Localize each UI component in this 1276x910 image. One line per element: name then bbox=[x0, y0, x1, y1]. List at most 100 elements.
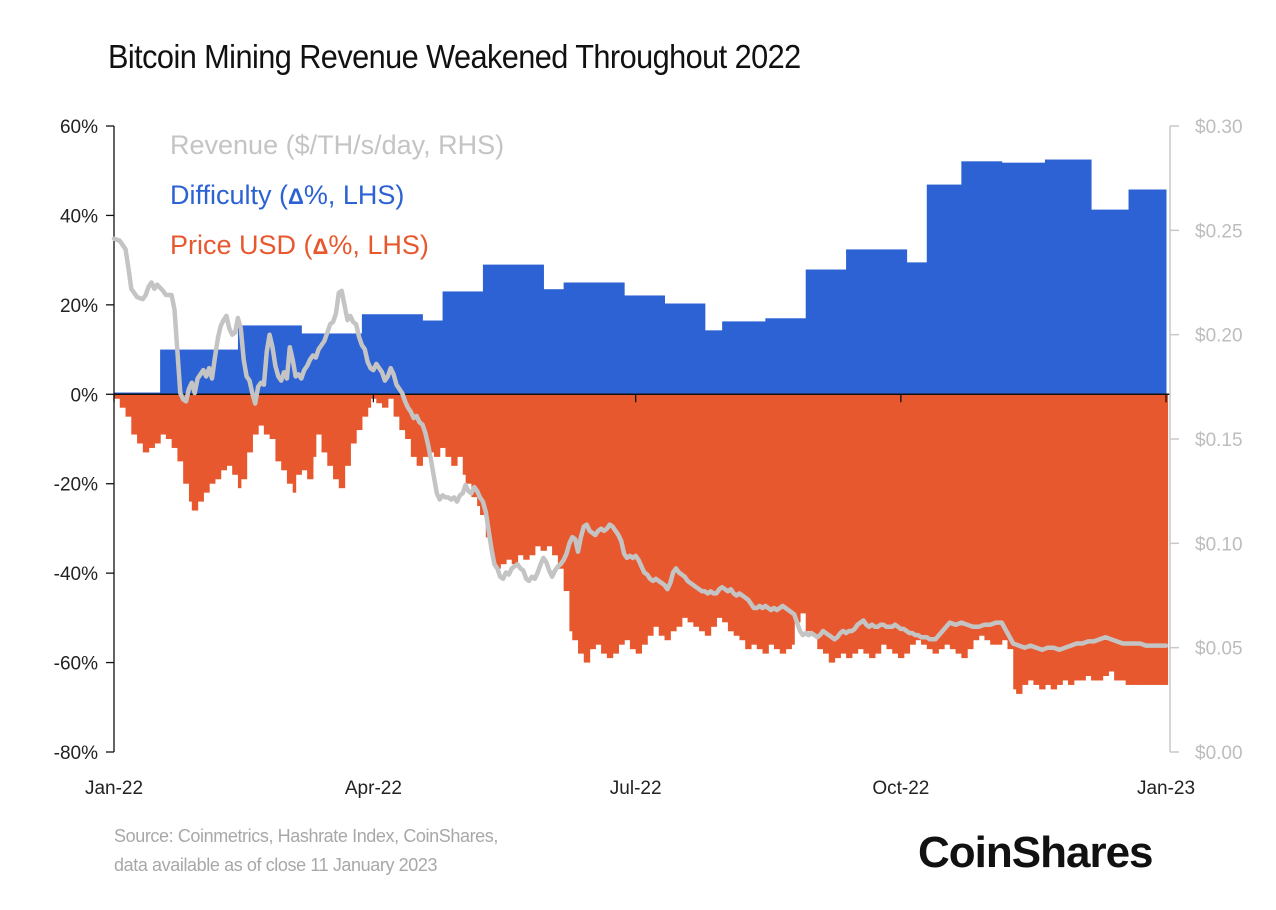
price-bar bbox=[572, 394, 579, 641]
price-bar bbox=[915, 394, 922, 641]
difficulty-bar bbox=[961, 161, 1003, 395]
price-bar bbox=[281, 394, 288, 471]
price-bar bbox=[618, 394, 625, 645]
price-bar bbox=[517, 394, 524, 556]
price-bar bbox=[693, 394, 700, 627]
price-bar bbox=[967, 394, 974, 650]
price-bar bbox=[756, 394, 764, 650]
left-axis-tick-label: 60% bbox=[60, 117, 98, 138]
axes: 60% 40% 20% 0% -20% -40% -60% -80% Jan-22 Apr-22 J… bbox=[54, 117, 1243, 799]
price-bar bbox=[750, 394, 758, 645]
price-bar bbox=[214, 394, 222, 480]
price-bar bbox=[733, 394, 741, 636]
price-bar bbox=[595, 394, 602, 645]
price-bar bbox=[382, 394, 389, 408]
price-bar bbox=[315, 394, 323, 435]
legend-label: Difficulty ( bbox=[170, 180, 288, 210]
price-bar bbox=[1142, 394, 1150, 685]
price-bar bbox=[569, 394, 573, 632]
price-bar bbox=[465, 394, 472, 484]
price-bar bbox=[263, 394, 271, 435]
price-bar bbox=[1001, 394, 1009, 641]
price-bar bbox=[972, 394, 980, 641]
price-bar bbox=[240, 394, 248, 480]
price-bar bbox=[226, 394, 233, 466]
price-bar bbox=[785, 394, 792, 650]
legend-label: Revenue ($/TH/s/day, RHS) bbox=[170, 130, 504, 160]
price-bar bbox=[823, 394, 830, 654]
price-bar bbox=[710, 394, 717, 627]
price-bar bbox=[791, 394, 795, 645]
price-bar bbox=[183, 394, 190, 484]
price-series bbox=[114, 394, 1169, 694]
price-bar bbox=[451, 394, 458, 466]
price-bar bbox=[629, 394, 637, 650]
price-bar bbox=[410, 394, 418, 457]
price-bar bbox=[984, 394, 991, 641]
price-bar bbox=[350, 394, 357, 444]
price-bar bbox=[811, 394, 818, 636]
price-bar bbox=[405, 394, 412, 439]
difficulty-bar bbox=[1128, 189, 1167, 395]
price-bar bbox=[932, 394, 939, 654]
price-bar bbox=[1027, 394, 1035, 681]
price-bar bbox=[1137, 394, 1144, 685]
price-bar bbox=[177, 394, 184, 462]
difficulty-bar bbox=[704, 330, 723, 395]
legend-label: Price USD ( bbox=[170, 230, 313, 260]
price-bar bbox=[995, 394, 1003, 645]
price-bar bbox=[471, 394, 478, 498]
price-bar bbox=[491, 394, 496, 556]
price-bar bbox=[892, 394, 899, 654]
price-bar bbox=[897, 394, 905, 659]
left-axis-tick-label: 40% bbox=[60, 206, 98, 227]
price-bar bbox=[874, 394, 882, 654]
price-bar bbox=[909, 394, 916, 645]
difficulty-bar bbox=[482, 264, 544, 395]
left-axis-tick-label: 0% bbox=[71, 385, 99, 406]
price-bar bbox=[557, 394, 565, 569]
difficulty-bar bbox=[722, 321, 766, 395]
difficulty-bar bbox=[765, 318, 807, 395]
price-bar bbox=[1166, 394, 1169, 685]
difficulty-bar bbox=[301, 333, 363, 395]
legend-entry: Revenue ($/TH/s/day, RHS) bbox=[170, 130, 504, 160]
difficulty-bar bbox=[664, 303, 706, 395]
price-bar bbox=[1160, 394, 1167, 685]
price-bar bbox=[344, 394, 351, 466]
x-axis-tick-label: Jan-23 bbox=[1137, 778, 1195, 799]
source-note: Source: Coinmetrics, Hashrate Index, Coi… bbox=[114, 822, 498, 880]
difficulty-bar bbox=[624, 295, 665, 395]
price-bar bbox=[869, 394, 876, 659]
price-bar bbox=[154, 394, 161, 444]
price-bar bbox=[612, 394, 619, 654]
price-bar bbox=[131, 394, 138, 435]
price-bar bbox=[338, 394, 346, 489]
difficulty-bar bbox=[442, 291, 484, 395]
price-bar bbox=[799, 394, 807, 614]
difficulty-bar bbox=[543, 289, 565, 395]
price-bar bbox=[745, 394, 752, 650]
price-bar bbox=[286, 394, 294, 484]
price-bar bbox=[361, 394, 369, 417]
price-bar bbox=[863, 394, 870, 654]
price-bar bbox=[191, 394, 199, 511]
price-bar bbox=[699, 394, 706, 632]
price-bar bbox=[961, 394, 968, 659]
price-bar bbox=[505, 394, 513, 560]
difficulty-bar bbox=[563, 282, 625, 395]
price-bar bbox=[246, 394, 253, 453]
price-bar bbox=[794, 394, 801, 623]
price-bar bbox=[232, 394, 239, 475]
price-bar bbox=[926, 394, 934, 650]
price-bar bbox=[165, 394, 173, 439]
price-bar bbox=[990, 394, 997, 645]
difficulty-bar bbox=[160, 349, 239, 395]
price-bar bbox=[292, 394, 297, 493]
price-bar bbox=[978, 394, 986, 636]
price-bar bbox=[670, 394, 677, 632]
price-bar bbox=[312, 394, 317, 457]
price-bar bbox=[563, 394, 570, 592]
right-axis-tick-label: $0.30 bbox=[1195, 117, 1243, 138]
